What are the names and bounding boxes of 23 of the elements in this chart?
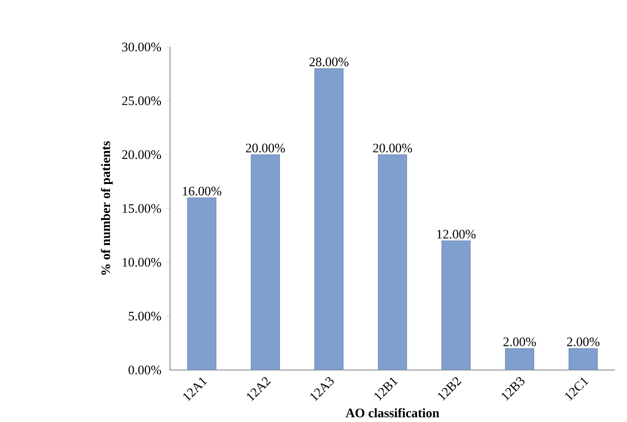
x-axis-title: AO classification (346, 408, 440, 418)
y-tick-label: 20.00% (122, 150, 162, 160)
y-axis-title: % of number of patients (100, 141, 113, 275)
bar (250, 154, 280, 370)
y-tick-label: 10.00% (122, 258, 162, 267)
data-label: 20.00% (246, 144, 285, 153)
data-label: 12.00% (437, 230, 476, 239)
bar (187, 198, 216, 370)
y-tick-label: 15.00% (122, 204, 162, 214)
bar (568, 348, 598, 370)
data-label: 2.00% (503, 338, 536, 346)
data-label: 2.00% (567, 338, 600, 346)
y-tick-label: 5.00% (128, 312, 162, 321)
data-label: 28.00% (310, 58, 348, 67)
data-label: 16.00% (182, 186, 222, 196)
bar (442, 240, 471, 370)
bar (378, 154, 407, 370)
data-label: 20.00% (373, 144, 412, 153)
y-tick-label: 30.00% (122, 42, 162, 52)
bar (505, 348, 534, 370)
y-tick-label: 25.00% (122, 96, 162, 106)
y-tick-label: 0.00% (128, 366, 162, 375)
bar (314, 68, 344, 370)
